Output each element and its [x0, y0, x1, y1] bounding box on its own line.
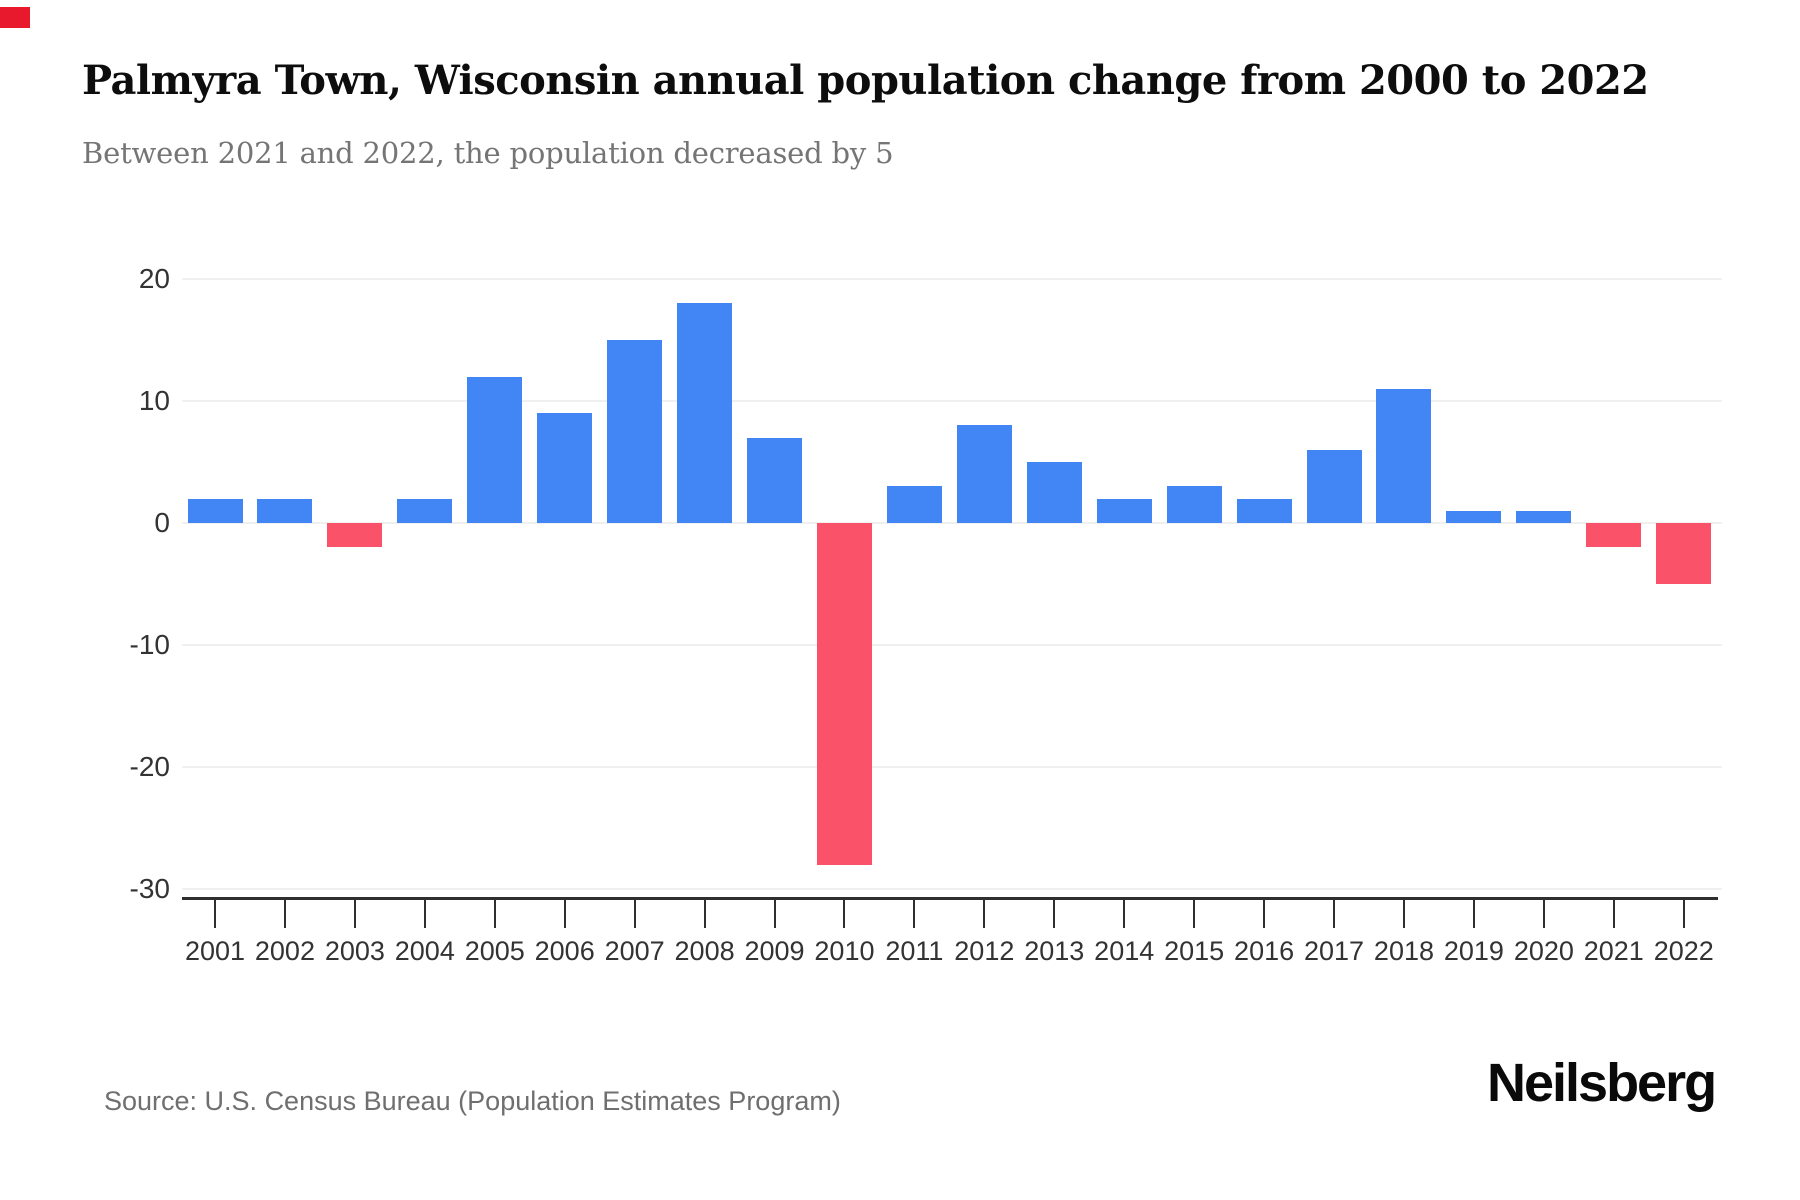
- bar-2002[interactable]: [257, 498, 313, 523]
- x-tick-2014: [1123, 897, 1126, 928]
- y-axis-label--10: -10: [129, 629, 170, 660]
- gridline-y-20: [182, 278, 1722, 280]
- x-tick-2012: [983, 897, 986, 928]
- x-axis-label-2002: 2002: [254, 936, 315, 966]
- x-axis-label-2017: 2017: [1303, 936, 1365, 966]
- bar-2009[interactable]: [747, 437, 803, 523]
- x-axis-label-2015: 2015: [1164, 936, 1225, 966]
- x-axis-label-2012: 2012: [954, 936, 1015, 966]
- bar-2010[interactable]: [816, 523, 872, 865]
- x-axis-label-2003: 2003: [324, 936, 385, 966]
- y-axis-label-20: 20: [138, 263, 170, 294]
- x-tick-2010: [843, 897, 846, 928]
- red-corner-marker: [0, 7, 30, 28]
- bar-2007[interactable]: [607, 340, 663, 523]
- chart-title: Palmyra Town, Wisconsin annual populatio…: [82, 57, 1649, 104]
- source-text: Source: U.S. Census Bureau (Population E…: [104, 1086, 841, 1116]
- bar-2006[interactable]: [537, 413, 593, 523]
- x-axis-label-2008: 2008: [674, 936, 735, 966]
- bar-2014[interactable]: [1096, 498, 1152, 523]
- x-tick-2016: [1263, 897, 1266, 928]
- x-axis-label-2010: 2010: [814, 936, 875, 966]
- bar-2003[interactable]: [327, 523, 383, 548]
- chart-subtitle: Between 2021 and 2022, the population de…: [82, 136, 894, 170]
- brand-logo: Neilsberg: [1487, 1053, 1717, 1113]
- bar-2013[interactable]: [1026, 462, 1082, 523]
- bar-2020[interactable]: [1516, 510, 1572, 523]
- x-axis-label-2013: 2013: [1024, 936, 1085, 966]
- x-axis-line: [182, 897, 1718, 900]
- bar-2004[interactable]: [397, 498, 453, 523]
- gridline-y-0: [182, 522, 1722, 524]
- bar-2021[interactable]: [1586, 523, 1642, 548]
- bar-2011[interactable]: [886, 486, 942, 523]
- x-tick-2002: [283, 897, 286, 928]
- gridline-y--10: [182, 644, 1722, 646]
- bar-2016[interactable]: [1236, 498, 1292, 523]
- x-tick-2011: [913, 897, 916, 928]
- bar-2018[interactable]: [1376, 388, 1432, 523]
- bar-2022[interactable]: [1656, 523, 1712, 584]
- x-axis-label-2006: 2006: [534, 936, 595, 966]
- x-axis-label-2004: 2004: [394, 936, 455, 966]
- x-axis-label-2009: 2009: [744, 936, 805, 966]
- x-tick-2013: [1053, 897, 1056, 928]
- x-axis-label-2014: 2014: [1094, 936, 1155, 966]
- x-axis-label-2018: 2018: [1373, 936, 1434, 966]
- bar-2001[interactable]: [187, 498, 243, 523]
- x-axis-label-2022: 2022: [1653, 936, 1714, 966]
- y-axis-label-10: 10: [138, 385, 170, 416]
- x-tick-2021: [1612, 897, 1615, 928]
- x-axis-label-2005: 2005: [464, 936, 525, 966]
- bar-2008[interactable]: [677, 303, 733, 523]
- x-tick-2004: [423, 897, 426, 928]
- y-axis-label-0: 0: [154, 507, 170, 538]
- x-axis-label-2019: 2019: [1443, 936, 1504, 966]
- gridline-y--20: [182, 766, 1722, 768]
- gridline-y-10: [182, 400, 1722, 402]
- x-tick-2007: [633, 897, 636, 928]
- x-tick-2018: [1402, 897, 1405, 928]
- x-tick-2005: [493, 897, 496, 928]
- x-tick-2009: [773, 897, 776, 928]
- x-tick-2022: [1682, 897, 1685, 928]
- x-axis-label-2007: 2007: [604, 936, 665, 966]
- x-axis-label-2011: 2011: [885, 936, 944, 966]
- x-tick-2017: [1333, 897, 1336, 928]
- bar-2017[interactable]: [1306, 449, 1362, 523]
- x-tick-2019: [1472, 897, 1475, 928]
- y-axis-label--20: -20: [129, 751, 170, 782]
- x-tick-2008: [703, 897, 706, 928]
- gridline-y--30: [182, 888, 1722, 890]
- bar-2015[interactable]: [1166, 486, 1222, 523]
- y-axis-label--30: -30: [129, 873, 170, 904]
- plot-area: 20 10 0 -10 -20 -30 2001 2002 2003 2004 2005 2006 20…: [129, 263, 1722, 966]
- bar-2012[interactable]: [956, 425, 1012, 523]
- bar-2005[interactable]: [467, 376, 523, 523]
- bar-2019[interactable]: [1446, 510, 1502, 523]
- x-axis-label-2001: 2001: [184, 936, 246, 966]
- x-tick-2001: [214, 897, 216, 928]
- x-tick-2006: [563, 897, 566, 928]
- x-axis-label-2016: 2016: [1234, 936, 1295, 966]
- x-axis-label-2021: 2021: [1583, 936, 1644, 966]
- x-tick-2020: [1542, 897, 1545, 928]
- x-tick-2003: [353, 897, 356, 928]
- x-axis-label-2020: 2020: [1513, 936, 1574, 966]
- x-tick-2015: [1193, 897, 1196, 928]
